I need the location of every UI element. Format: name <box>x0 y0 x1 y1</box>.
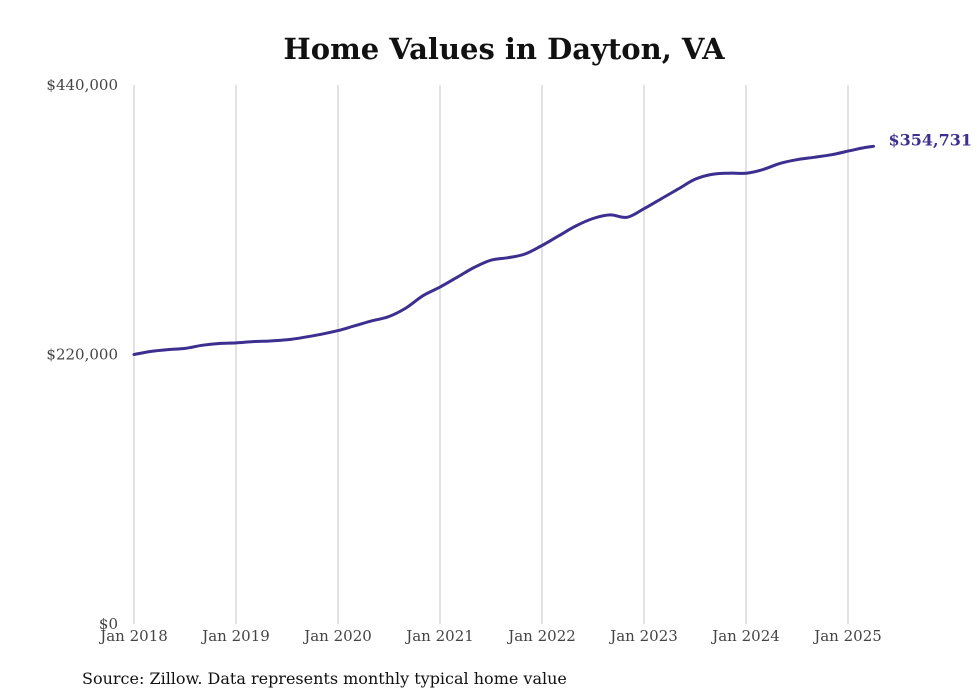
chart-title: Home Values in Dayton, VA <box>283 32 725 66</box>
x-tick-label: Jan 2019 <box>200 627 270 645</box>
x-tick-label: Jan 2024 <box>710 627 780 645</box>
gridlines <box>133 85 849 624</box>
x-tick-label: Jan 2025 <box>812 627 882 645</box>
x-axis: Jan 2018 Jan 2019 Jan 2020 Jan 2021 Jan 2022… <box>98 627 882 645</box>
y-tick-label: $440,000 <box>46 76 118 94</box>
end-value-label: $354,731 <box>889 130 973 149</box>
x-tick-label: Jan 2021 <box>404 627 474 645</box>
source-note: Source: Zillow. Data represents monthly … <box>82 669 567 688</box>
x-tick-label: Jan 2022 <box>506 627 576 645</box>
y-tick-label: $0 <box>99 615 118 633</box>
y-axis: $0 $220,000 $440,000 <box>46 76 118 633</box>
y-tick-label: $220,000 <box>46 346 118 364</box>
x-tick-label: Jan 2020 <box>302 627 372 645</box>
x-tick-label: Jan 2023 <box>608 627 678 645</box>
x-tick-label: Jan 2018 <box>98 627 168 645</box>
series-line <box>132 144 875 356</box>
